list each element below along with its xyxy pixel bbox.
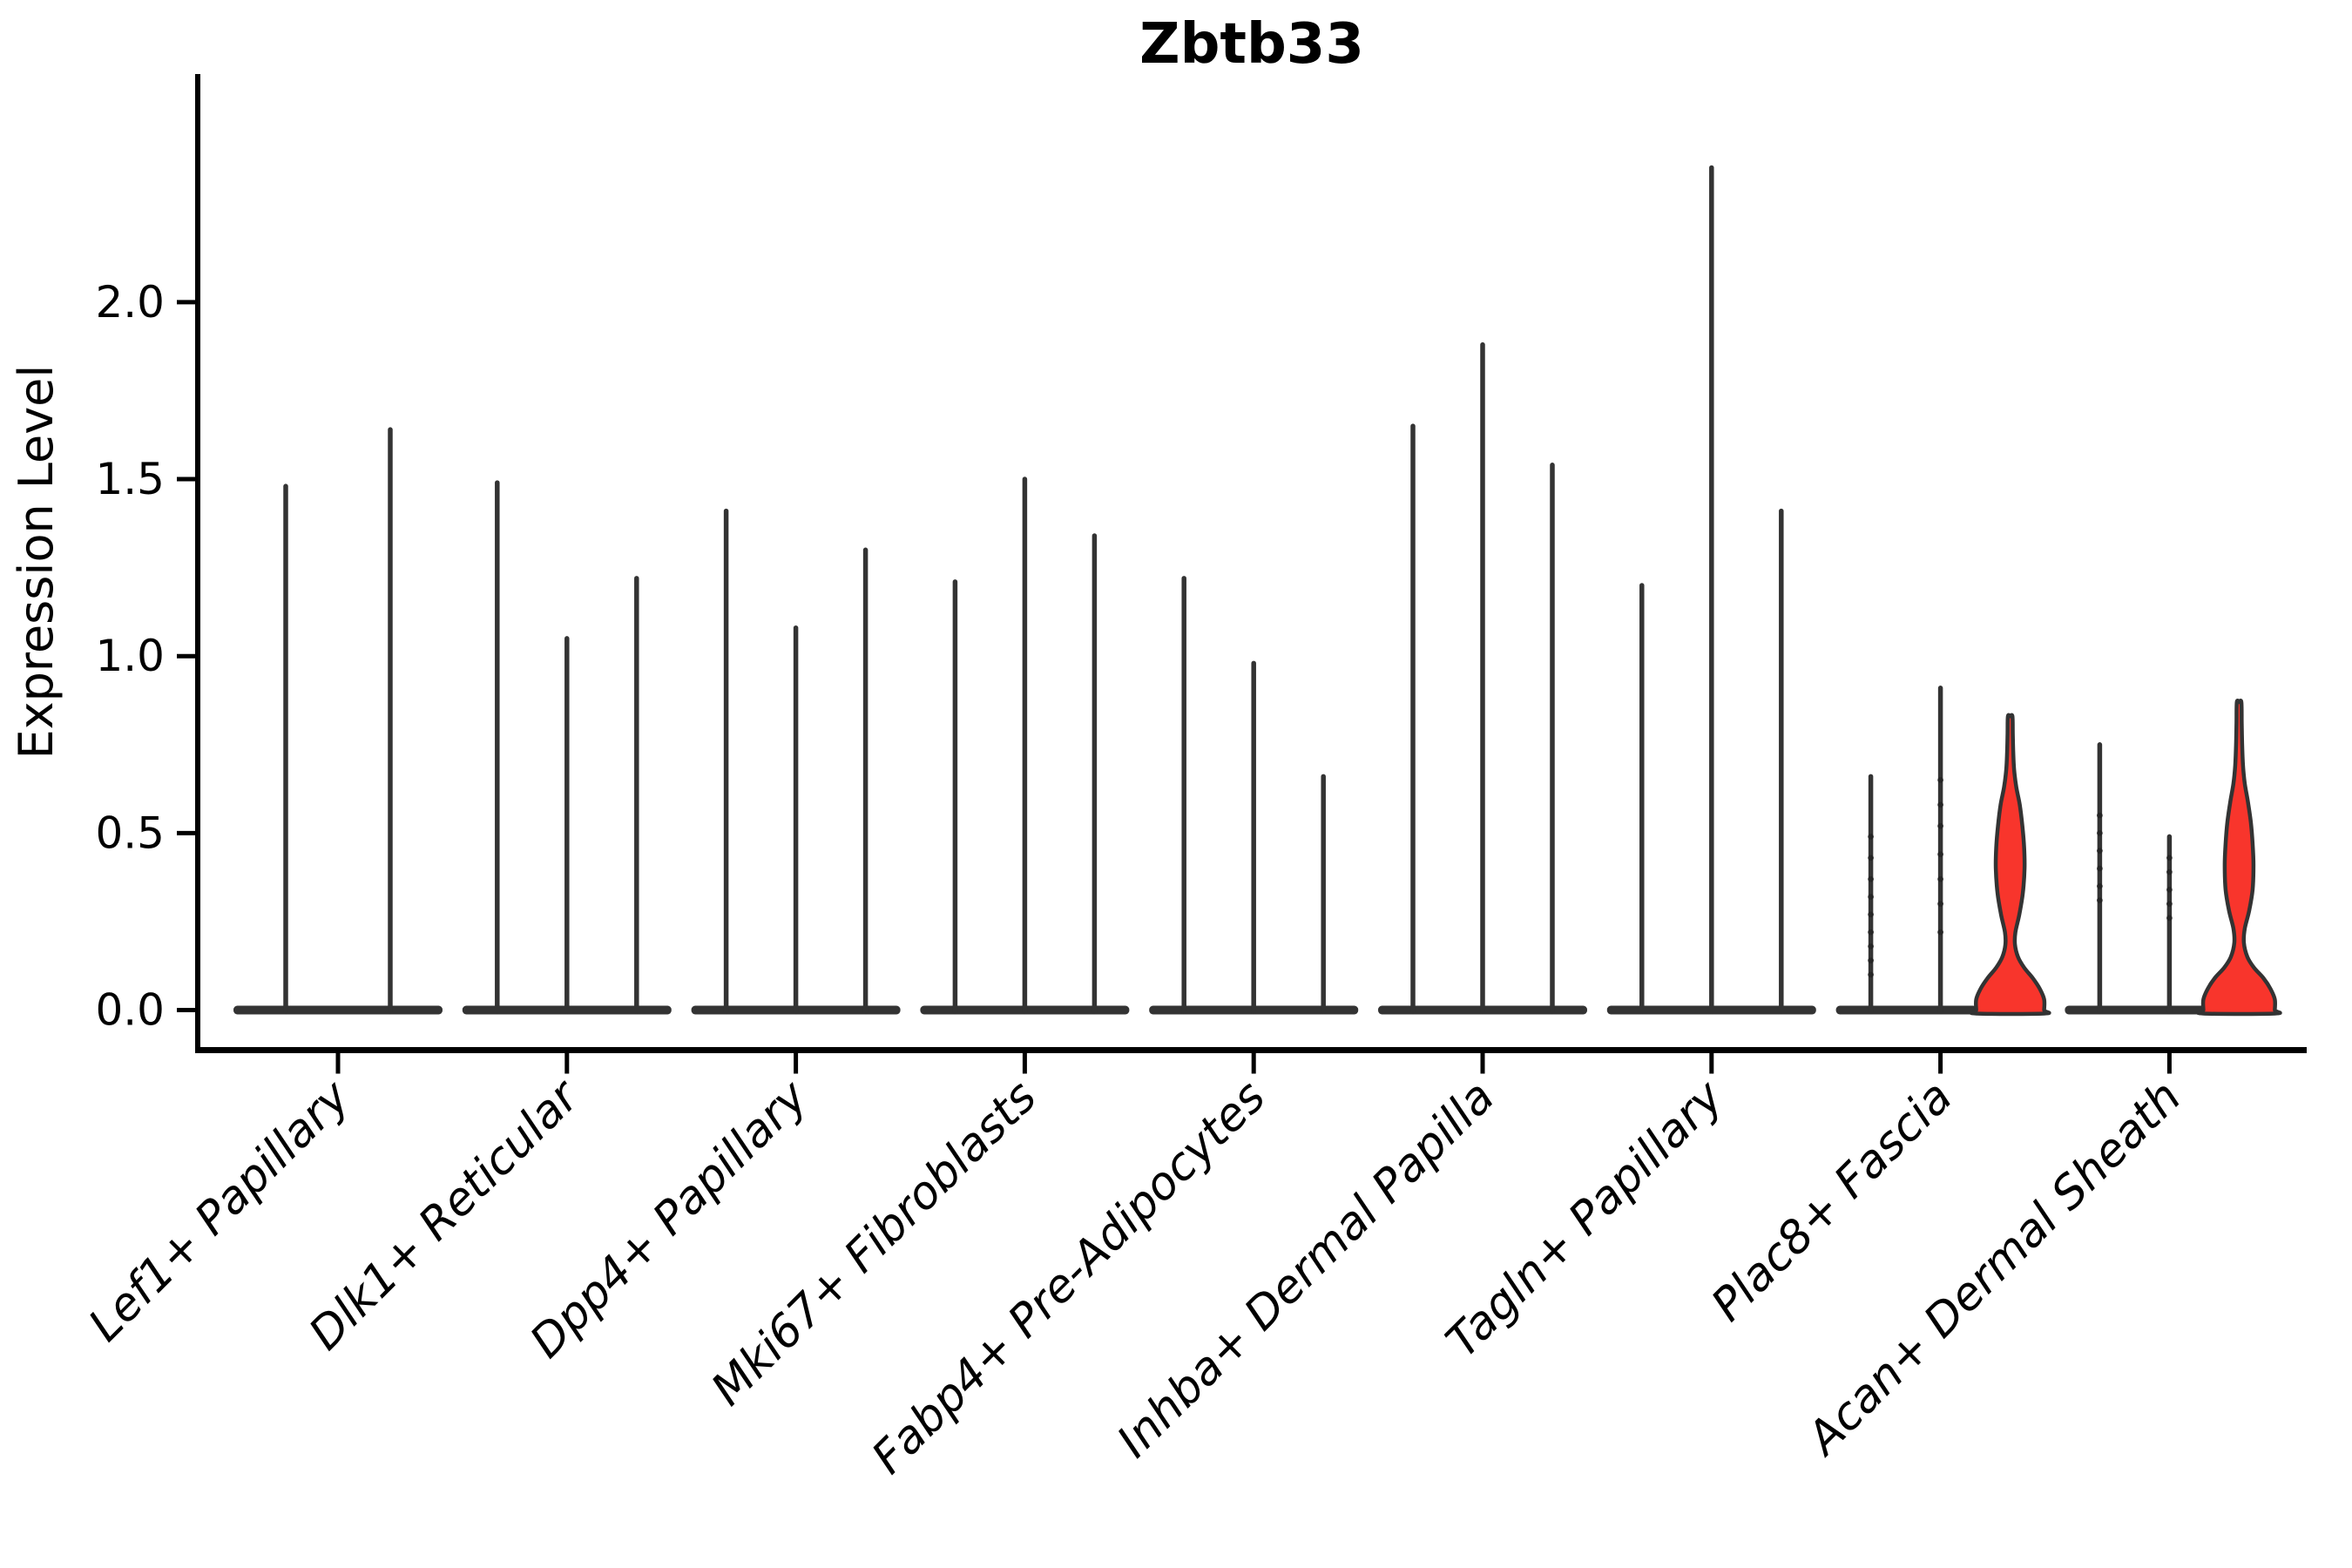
jitter-dot	[2166, 855, 2173, 862]
y-tick-label: 0.0	[95, 985, 165, 1036]
jitter-dot	[2166, 901, 2173, 907]
y-tick-label: 2.0	[95, 277, 165, 328]
y-tick-label: 1.5	[95, 454, 165, 504]
jitter-dot	[1868, 855, 1874, 862]
jitter-dot	[2097, 897, 2103, 903]
violin-base	[1835, 1005, 1977, 1015]
jitter-dot	[2166, 915, 2173, 922]
violin-base	[233, 1005, 443, 1015]
jitter-dot	[2166, 868, 2173, 875]
y-axis-label: Expression Level	[9, 365, 64, 760]
jitter-dot	[1937, 851, 1943, 858]
y-tick-label: 0.5	[95, 808, 165, 858]
jitter-dot	[1868, 834, 1874, 840]
jitter-dot	[2097, 882, 2103, 889]
jitter-dot	[1937, 875, 1943, 882]
violin-highlight	[1969, 713, 2051, 1017]
jitter-dot	[1868, 971, 1874, 978]
jitter-dot	[1937, 901, 1943, 907]
x-tick-label: Inhba+ Dermal Papilla	[1107, 1071, 1504, 1468]
x-tick-label: Acan+ Dermal Sheath	[1796, 1071, 2192, 1466]
violin-highlight	[2196, 698, 2282, 1017]
x-tick-label: Plac8+ Fascia	[1702, 1071, 1963, 1331]
jitter-dot	[1937, 822, 1943, 829]
jitter-dot	[1937, 801, 1943, 808]
chart-title: Zbtb33	[1139, 12, 1364, 77]
jitter-dot	[1868, 929, 1874, 936]
jitter-dot	[1868, 875, 1874, 882]
jitter-dot	[1937, 929, 1943, 936]
jitter-dot	[2097, 830, 2103, 836]
jitter-dot	[2097, 865, 2103, 872]
y-tick-label: 1.0	[95, 631, 165, 681]
jitter-dot	[1937, 777, 1943, 783]
jitter-dot	[2097, 848, 2103, 854]
x-tick-label: Fabp4+ Pre-Adipocytes	[862, 1071, 1276, 1484]
jitter-dot	[1868, 894, 1874, 900]
jitter-dot	[1868, 957, 1874, 963]
jitter-dot	[2097, 812, 2103, 819]
jitter-dot	[1868, 943, 1874, 950]
violin-base	[2065, 1005, 2207, 1015]
jitter-dot	[1868, 911, 1874, 918]
jitter-dot	[2166, 887, 2173, 893]
